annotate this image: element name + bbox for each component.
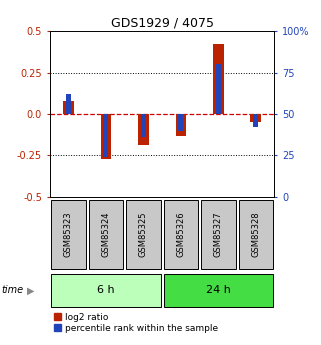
Bar: [164, 200, 198, 269]
Bar: [51, 274, 160, 307]
Bar: [239, 200, 273, 269]
Text: time: time: [2, 285, 24, 295]
Bar: [101, 114, 111, 159]
Bar: [216, 64, 221, 114]
Bar: [89, 200, 123, 269]
Bar: [63, 101, 74, 114]
Bar: [51, 200, 86, 269]
Bar: [141, 114, 146, 137]
Text: GSM85327: GSM85327: [214, 212, 223, 257]
Bar: [138, 114, 149, 146]
Legend: log2 ratio, percentile rank within the sample: log2 ratio, percentile rank within the s…: [54, 313, 218, 333]
Bar: [176, 114, 186, 136]
Text: 6 h: 6 h: [97, 285, 115, 295]
Bar: [126, 200, 160, 269]
Bar: [213, 44, 223, 114]
Text: GSM85325: GSM85325: [139, 212, 148, 257]
Bar: [66, 94, 71, 114]
Bar: [164, 274, 273, 307]
Bar: [201, 200, 236, 269]
Text: ▶: ▶: [27, 285, 35, 295]
Bar: [103, 114, 108, 157]
Bar: [253, 114, 258, 127]
Text: GSM85324: GSM85324: [101, 212, 110, 257]
Bar: [178, 114, 183, 130]
Bar: [250, 114, 261, 122]
Text: 24 h: 24 h: [206, 285, 231, 295]
Text: GSM85326: GSM85326: [176, 212, 185, 257]
Text: GSM85323: GSM85323: [64, 212, 73, 257]
Text: GSM85328: GSM85328: [251, 212, 260, 257]
Title: GDS1929 / 4075: GDS1929 / 4075: [111, 17, 213, 30]
